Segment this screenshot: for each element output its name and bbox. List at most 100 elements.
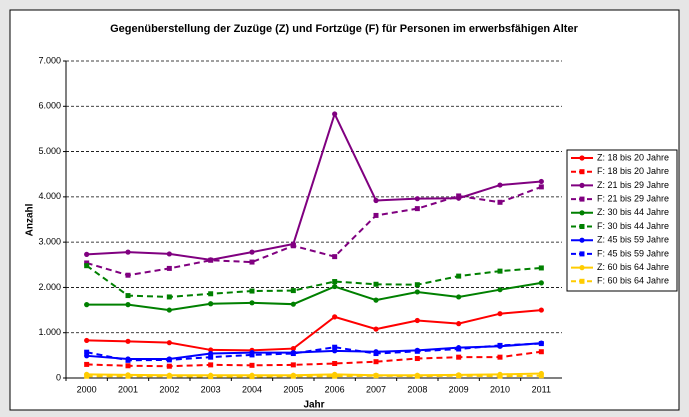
legend-label: F: 60 bis 64 Jahre xyxy=(597,276,669,286)
legend-label: Z: 18 bis 20 Jahre xyxy=(597,152,669,162)
data-point xyxy=(456,294,462,300)
legend-marker xyxy=(579,210,585,216)
data-point xyxy=(166,363,172,369)
data-point xyxy=(208,347,214,353)
legend-label: Z: 21 bis 29 Jahre xyxy=(597,180,669,190)
data-point xyxy=(84,337,90,344)
data-point xyxy=(456,373,462,379)
legend-marker xyxy=(579,196,585,202)
data-point xyxy=(538,341,544,347)
data-point xyxy=(497,287,503,293)
data-point xyxy=(208,374,214,380)
data-point xyxy=(84,263,90,269)
data-point xyxy=(125,363,131,369)
data-point xyxy=(332,373,338,379)
legend-label: F: 30 bis 44 Jahre xyxy=(597,221,669,231)
data-point xyxy=(125,338,131,344)
legend-marker xyxy=(579,265,585,271)
data-point xyxy=(373,359,379,365)
y-tick-label: 2.000 xyxy=(38,282,61,292)
x-tick-label: 2006 xyxy=(325,384,345,394)
data-point xyxy=(166,251,172,257)
data-point xyxy=(249,259,255,265)
legend-label: Z: 30 bis 44 Jahre xyxy=(597,207,669,217)
data-point xyxy=(456,346,462,352)
data-point xyxy=(290,351,296,357)
data-point xyxy=(414,196,420,202)
x-tick-label: 2003 xyxy=(201,384,221,394)
x-tick-label: 2007 xyxy=(366,384,386,394)
data-point xyxy=(166,357,172,363)
data-point xyxy=(497,199,503,205)
data-point xyxy=(497,342,503,348)
legend-marker xyxy=(579,278,585,284)
data-point xyxy=(249,352,255,358)
data-point xyxy=(249,288,255,294)
data-point xyxy=(166,265,172,271)
data-point xyxy=(538,307,544,313)
data-point xyxy=(249,249,255,255)
data-point xyxy=(332,111,338,117)
data-point xyxy=(290,362,296,368)
data-point xyxy=(332,314,338,320)
legend-label: F: 18 bis 20 Jahre xyxy=(597,166,669,176)
data-point xyxy=(497,311,503,317)
data-point xyxy=(414,348,420,354)
x-tick-label: 2010 xyxy=(490,384,510,394)
data-point xyxy=(84,373,90,379)
data-point xyxy=(497,182,503,188)
data-point xyxy=(125,272,131,278)
data-point xyxy=(373,212,379,218)
y-tick-label: 4.000 xyxy=(38,191,61,201)
data-point xyxy=(538,178,544,185)
data-point xyxy=(373,281,379,287)
series-line xyxy=(86,374,542,378)
y-tick-label: 5.000 xyxy=(38,146,61,156)
data-point xyxy=(125,293,131,299)
data-point xyxy=(414,373,420,379)
data-point xyxy=(290,288,296,294)
data-point xyxy=(208,291,214,297)
x-tick-label: 2004 xyxy=(242,384,262,394)
data-point xyxy=(414,206,420,212)
series-line xyxy=(86,350,542,368)
data-point xyxy=(414,317,420,324)
data-point xyxy=(456,273,462,279)
legend-marker xyxy=(579,169,585,175)
series-line xyxy=(86,342,542,362)
data-point xyxy=(290,373,296,379)
legend-label: F: 45 bis 59 Jahre xyxy=(597,248,669,258)
data-point xyxy=(373,326,379,332)
x-tick-label: 2001 xyxy=(118,384,138,394)
data-point xyxy=(125,302,131,308)
data-point xyxy=(84,251,90,257)
data-point xyxy=(497,354,503,360)
data-point xyxy=(249,374,255,380)
data-point xyxy=(538,265,544,271)
data-point xyxy=(414,282,420,288)
legend-label: Z: 60 bis 64 Jahre xyxy=(597,262,669,272)
y-tick-label: 1.000 xyxy=(38,327,61,337)
data-point xyxy=(332,361,338,367)
data-point xyxy=(497,268,503,274)
data-point xyxy=(332,279,338,285)
data-point xyxy=(373,197,379,204)
data-point xyxy=(208,354,214,360)
data-point xyxy=(373,373,379,379)
data-point xyxy=(84,260,90,266)
series-line xyxy=(86,281,542,312)
legend-marker xyxy=(579,237,585,243)
x-tick-label: 2009 xyxy=(449,384,469,394)
series-line xyxy=(86,309,542,352)
data-point xyxy=(166,340,172,346)
data-point xyxy=(290,345,296,352)
data-point xyxy=(125,357,131,363)
data-point xyxy=(208,301,214,307)
x-tick-label: 2000 xyxy=(77,384,97,394)
data-point xyxy=(208,362,214,368)
y-axis-title: Anzahl xyxy=(25,203,36,236)
legend-label: F: 21 bis 29 Jahre xyxy=(597,193,669,203)
data-point xyxy=(249,362,255,368)
data-point xyxy=(538,280,544,286)
